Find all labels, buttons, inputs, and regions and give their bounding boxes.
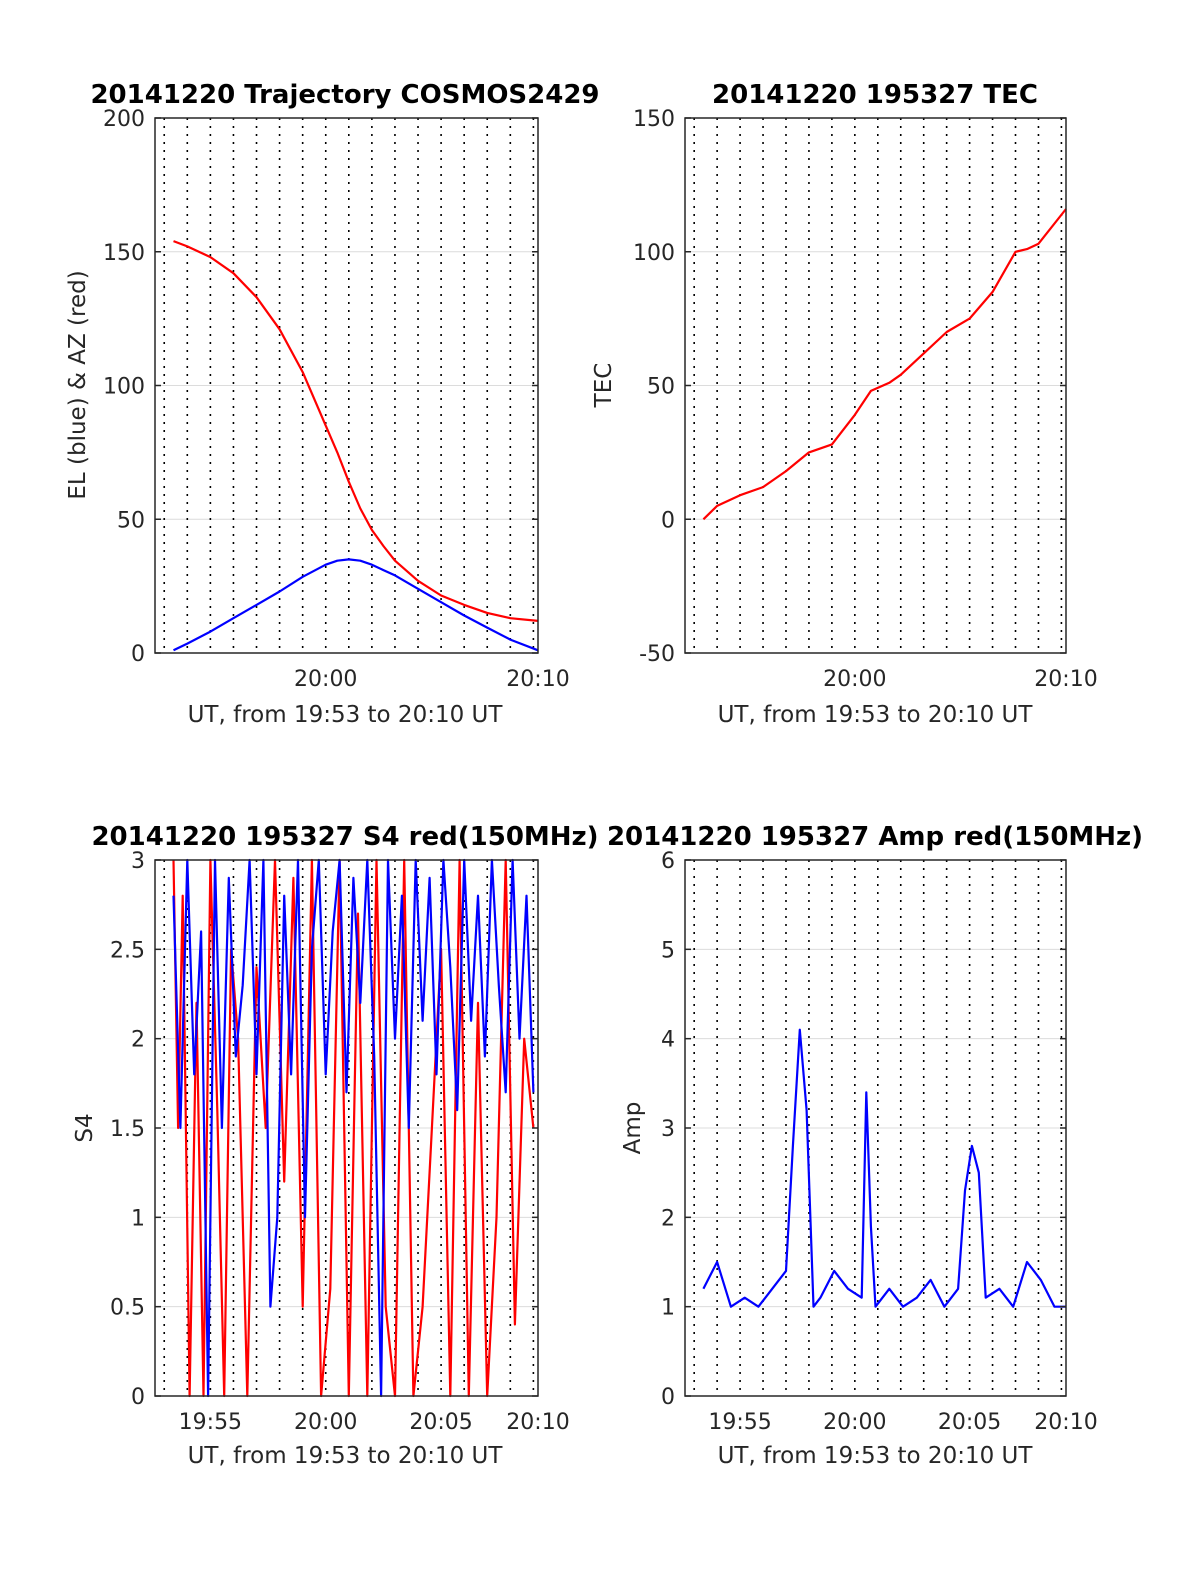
traj-series-0	[173, 240, 539, 622]
trajectory-y-ticks: 0 50 100 150 200	[103, 107, 538, 667]
s4-xtick-label: 20:05	[409, 1410, 472, 1435]
tec-series-0	[702, 208, 1067, 521]
s4-xtick-label: 19:55	[179, 1410, 242, 1435]
s4-plot-area	[154, 858, 539, 1398]
s4-xtick-label: 20:10	[506, 1410, 569, 1435]
amp-ytick-label: 1	[661, 1296, 675, 1321]
tec-ytick-label: 150	[633, 107, 675, 132]
s4-ytick-label: 3	[131, 849, 145, 874]
traj-xtick-label: 20:10	[506, 667, 569, 692]
tec-title: 20141220 195327 TEC	[712, 80, 1038, 110]
trajectory-y-label: EL (blue) & AZ (red)	[65, 270, 91, 499]
tec-xtick-label: 20:10	[1034, 667, 1097, 692]
amp-x-ticks: 19:55 20:00 20:05 20:10	[708, 1410, 1097, 1435]
s4-ytick-label: 1.5	[110, 1117, 145, 1142]
tec-xtick-label: 20:00	[823, 667, 886, 692]
tec-y-ticks: -50 0 50 100 150	[633, 107, 1066, 667]
amp-xtick-label: 20:10	[1034, 1410, 1097, 1435]
traj-series-1	[173, 558, 539, 652]
amp-ytick-label: 4	[661, 1028, 675, 1053]
amp-ytick-label: 3	[661, 1117, 675, 1142]
amp-series-0	[702, 1028, 1066, 1308]
amp-y-label: Amp	[620, 1102, 646, 1155]
s4-title: 20141220 195327 S4 red(150MHz)	[91, 822, 598, 852]
amp-ytick-label: 6	[661, 849, 675, 874]
amp-y-ticks: 0 1 2 3 4 5 6	[661, 849, 1066, 1410]
traj-ytick-label: 0	[131, 642, 145, 667]
traj-ytick-label: 50	[117, 508, 145, 533]
traj-ytick-label: 150	[103, 241, 145, 266]
tec-x-ticks: 20:00 20:10	[823, 667, 1098, 692]
tec-ytick-label: 100	[633, 241, 675, 266]
s4-panel: 0 0.5 1 1.5 2 2.5 3 19:55 20:00 20:05 20:10 UT, f…	[72, 849, 570, 1469]
trajectory-title: 20141220 Trajectory COSMOS2429	[90, 80, 599, 110]
s4-x-label: UT, from 19:53 to 20:10 UT	[188, 1443, 504, 1469]
trajectory-x-label: UT, from 19:53 to 20:10 UT	[188, 702, 504, 728]
s4-series-1	[172, 858, 535, 1398]
tec-plot-area	[684, 117, 1067, 654]
traj-ytick-label: 100	[103, 375, 145, 400]
amp-ytick-label: 5	[661, 938, 675, 963]
traj-ytick-label: 200	[103, 107, 145, 132]
s4-ytick-label: 2.5	[110, 938, 145, 963]
traj-xtick-label: 20:00	[294, 667, 357, 692]
tec-x-label: UT, from 19:53 to 20:10 UT	[718, 702, 1034, 728]
amp-ytick-label: 0	[661, 1385, 675, 1410]
s4-ytick-label: 0.5	[110, 1296, 145, 1321]
amp-panel: 0 1 2 3 4 5 6 19:55 20:00 20:05 20:10 UT, from 19…	[620, 849, 1098, 1469]
amp-xtick-label: 19:55	[708, 1410, 771, 1435]
traj-plot-area	[154, 117, 539, 654]
amp-xtick-label: 20:00	[823, 1410, 886, 1435]
s4-y-ticks: 0 0.5 1 1.5 2 2.5 3	[110, 849, 538, 1410]
s4-ytick-label: 1	[131, 1206, 145, 1231]
amp-ytick-label: 2	[661, 1206, 675, 1231]
s4-ytick-label: 2	[131, 1028, 145, 1053]
s4-x-ticks: 19:55 20:00 20:05 20:10	[179, 1410, 570, 1435]
amp-xtick-label: 20:05	[938, 1410, 1001, 1435]
tec-ytick-label: 0	[661, 508, 675, 533]
trajectory-x-ticks: 20:00 20:10	[294, 667, 570, 692]
s4-y-label: S4	[72, 1113, 98, 1142]
tec-y-label: TEC	[591, 363, 617, 409]
amp-plot-area	[684, 859, 1067, 1397]
tec-ytick-label: -50	[639, 642, 675, 667]
amp-x-label: UT, from 19:53 to 20:10 UT	[718, 1443, 1034, 1469]
amp-title: 20141220 195327 Amp red(150MHz)	[607, 822, 1143, 852]
s4-xtick-label: 20:00	[294, 1410, 357, 1435]
trajectory-panel: 20141220 Trajectory COSMOS2429 0 50 100 150…	[65, 80, 600, 728]
tec-ytick-label: 50	[647, 375, 675, 400]
s4-ytick-label: 0	[131, 1385, 145, 1410]
